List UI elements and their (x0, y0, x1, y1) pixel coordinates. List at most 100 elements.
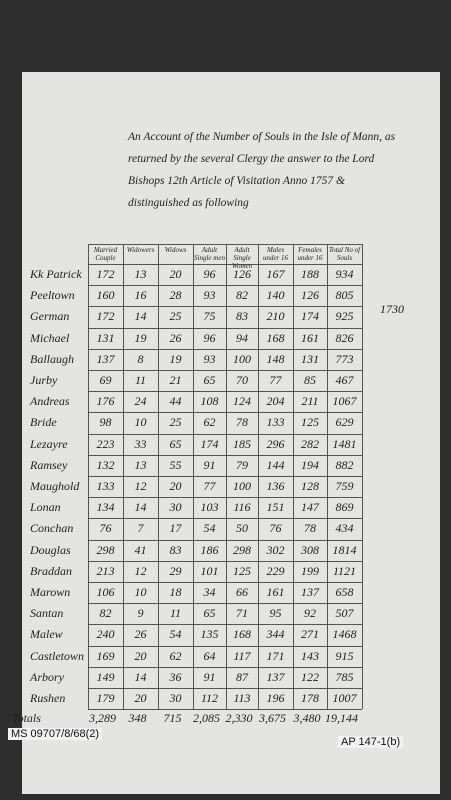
cell: 54 (169, 627, 182, 642)
row-rule (88, 539, 362, 541)
cell: 62 (169, 648, 182, 663)
parish-name: Malew (30, 627, 63, 642)
cell: 25 (169, 309, 182, 324)
cell: 77 (269, 373, 282, 387)
cell: 176 (96, 394, 115, 409)
cell: 160 (96, 288, 115, 303)
cell: 14 (134, 500, 147, 515)
cell: 91 (203, 669, 216, 684)
cell: 133 (266, 415, 285, 430)
row-rule (88, 497, 362, 499)
cell: 344 (266, 627, 285, 642)
cell: 934 (335, 267, 354, 281)
cell: 785 (335, 669, 354, 684)
cell: 204 (266, 394, 285, 409)
cell: 161 (301, 330, 319, 345)
cell: 50 (236, 521, 248, 536)
parish-name: Peeltown (30, 288, 75, 303)
cell: 13 (134, 267, 147, 281)
cell: 100 (233, 351, 251, 366)
cell: 95 (269, 606, 282, 621)
archive-label: AP 147-1(b) (338, 736, 404, 748)
column-rule (362, 244, 363, 710)
cell: 116 (233, 500, 251, 515)
cell: 20 (134, 691, 147, 705)
row-rule (88, 327, 362, 329)
row-rule (88, 518, 362, 520)
cell: 16 (134, 288, 147, 303)
cell: 8 (137, 351, 144, 366)
row-rule (88, 433, 362, 435)
cell: 96 (203, 330, 216, 345)
totals-label: Totals (12, 711, 41, 726)
cell: 132 (96, 457, 115, 472)
cell: 101 (200, 563, 219, 578)
row-rule (88, 348, 362, 350)
cell: 122 (301, 669, 319, 684)
cell: 194 (301, 457, 319, 472)
cell: 302 (266, 542, 285, 557)
total-cell: 2,085 (193, 711, 220, 726)
cell: 296 (266, 436, 285, 451)
cell: 44 (169, 394, 182, 409)
total-cell: 3,480 (293, 711, 321, 726)
cell: 199 (301, 563, 319, 578)
cell: 1814 (332, 542, 357, 557)
cell: 128 (301, 479, 319, 493)
parish-name: Douglas (30, 542, 71, 557)
cell: 30 (169, 691, 182, 705)
cell: 10 (134, 585, 147, 599)
cell: 85 (304, 373, 316, 387)
cell: 113 (233, 691, 251, 705)
cell: 108 (200, 394, 219, 409)
cell: 83 (169, 542, 182, 557)
cell: 92 (304, 606, 316, 621)
cell: 229 (266, 563, 285, 578)
cell: 10 (134, 415, 147, 430)
cell: 13 (134, 457, 147, 472)
cell: 298 (96, 542, 115, 557)
cell: 507 (335, 606, 354, 621)
parish-name: Castletown (30, 648, 85, 663)
cell: 137 (301, 585, 319, 599)
cell: 17 (169, 521, 182, 536)
parish-name: Bride (30, 415, 57, 430)
cell: 18 (169, 585, 182, 599)
cell: 26 (134, 627, 147, 642)
cell: 28 (169, 288, 182, 303)
cell: 869 (335, 500, 354, 515)
cell: 82 (236, 288, 248, 303)
cell: 658 (335, 585, 354, 599)
total-cell: 715 (163, 711, 182, 726)
cell: 65 (169, 436, 182, 451)
cell: 76 (99, 521, 112, 536)
row-rule (88, 285, 362, 287)
cell: 25 (169, 415, 182, 430)
row-rule (88, 624, 362, 626)
cell: 117 (233, 648, 251, 663)
cell: 11 (134, 373, 147, 387)
row-rule (88, 709, 362, 711)
cell: 69 (99, 373, 112, 387)
row-rule (88, 666, 362, 668)
cell: 144 (266, 457, 285, 472)
parish-name: Michael (30, 330, 70, 345)
cell: 161 (266, 585, 285, 599)
parish-name: Arbory (30, 669, 64, 684)
cell: 148 (266, 351, 285, 366)
cell: 76 (269, 521, 282, 536)
cell: 91 (203, 457, 216, 472)
cell: 185 (233, 436, 251, 451)
cell: 174 (200, 436, 219, 451)
cell: 19 (169, 351, 182, 366)
cell: 71 (236, 606, 248, 621)
cell: 298 (233, 542, 251, 557)
cell: 196 (266, 691, 285, 705)
cell: 9 (137, 606, 144, 621)
cell: 126 (233, 267, 251, 281)
cell: 11 (169, 606, 182, 621)
paper (22, 72, 440, 794)
row-rule (88, 582, 362, 583)
archive-label: MS 09707/8/68(2) (8, 728, 103, 740)
